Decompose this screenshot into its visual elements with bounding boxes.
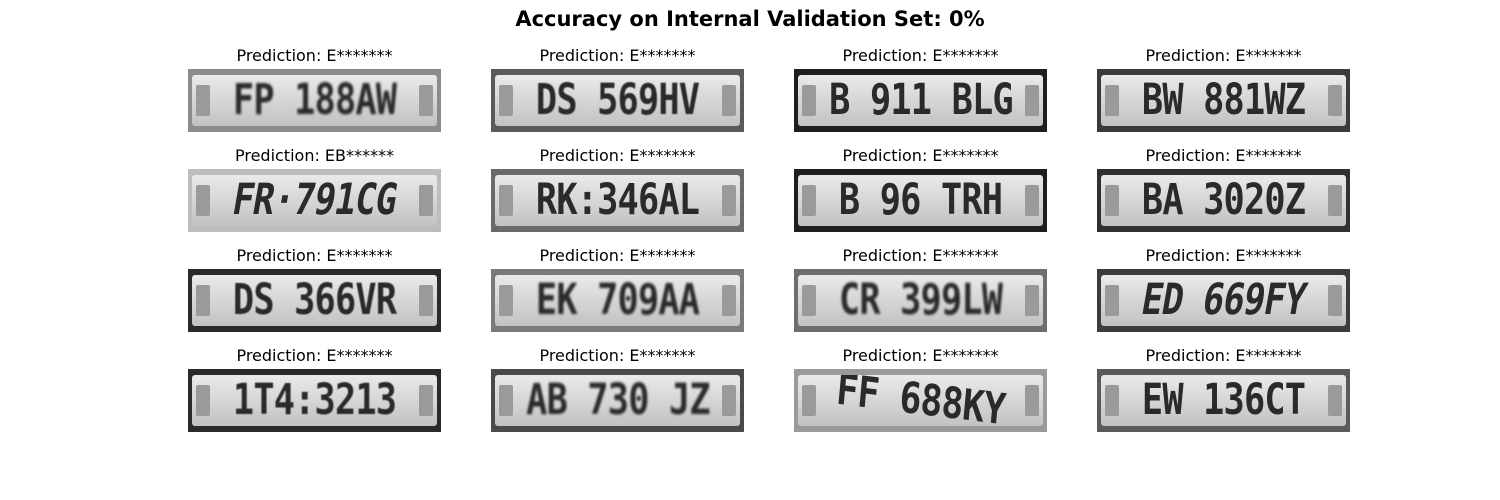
- plate-characters: FR·791CG: [228, 175, 401, 225]
- plate-band-right: [419, 185, 433, 216]
- plate-band-right: [1025, 385, 1039, 416]
- license-plate-image: EK 709AA: [491, 269, 744, 332]
- plate-face: B 911 BLG: [798, 75, 1043, 126]
- license-plate-image: BW 881WZ: [1097, 69, 1350, 132]
- plate-band-left: [802, 285, 816, 316]
- plate-face: DS 569HV: [495, 75, 740, 126]
- plate-characters: RK:346AL: [535, 175, 700, 225]
- plate-band-right: [419, 285, 433, 316]
- prediction-label: Prediction: E*******: [539, 46, 696, 65]
- plate-face: CR 399LW: [798, 275, 1043, 326]
- plate-characters: CR 399LW: [838, 275, 1003, 325]
- prediction-label: Prediction: E*******: [1145, 46, 1302, 65]
- license-plate-image: 1T4:3213: [188, 369, 441, 432]
- plate-face: ED 669FY: [1101, 275, 1346, 326]
- license-plate-image: B 911 BLG: [794, 69, 1047, 132]
- prediction-label: Prediction: E*******: [1145, 146, 1302, 165]
- license-plate-image: CR 399LW: [794, 269, 1047, 332]
- license-plate-image: FR·791CG: [188, 169, 441, 232]
- prediction-label: Prediction: E*******: [1145, 346, 1302, 365]
- plate-characters: FP 188AW: [232, 75, 397, 125]
- plate-characters: DS 569HV: [535, 75, 700, 125]
- plate-face: AB 730 JZ: [495, 375, 740, 426]
- plate-face: FR·791CG: [192, 175, 437, 226]
- plate-band-left: [499, 385, 513, 416]
- plate-band-left: [802, 385, 816, 416]
- plate-band-right: [1025, 85, 1039, 116]
- license-plate-image: BA 3020Z: [1097, 169, 1350, 232]
- prediction-label: Prediction: E*******: [1145, 246, 1302, 265]
- plate-band-right: [419, 385, 433, 416]
- plate-face: RK:346AL: [495, 175, 740, 226]
- plate-band-left: [499, 185, 513, 216]
- plate-face: BA 3020Z: [1101, 175, 1346, 226]
- plate-face: BW 881WZ: [1101, 75, 1346, 126]
- prediction-label: Prediction: E*******: [539, 346, 696, 365]
- prediction-label: Prediction: E*******: [236, 346, 393, 365]
- plate-characters: BA 3020Z: [1141, 175, 1306, 225]
- prediction-label: Prediction: E*******: [236, 246, 393, 265]
- plate-band-left: [1105, 185, 1119, 216]
- plate-band-left: [1105, 285, 1119, 316]
- plate-band-left: [499, 285, 513, 316]
- license-plate-image: EW 136CT: [1097, 369, 1350, 432]
- plate-band-right: [1328, 185, 1342, 216]
- plate-band-left: [196, 185, 210, 216]
- prediction-label: Prediction: EB******: [234, 146, 395, 165]
- license-plate-image: FF 688KY: [794, 369, 1047, 432]
- plate-band-left: [802, 85, 816, 116]
- prediction-label: Prediction: E*******: [539, 246, 696, 265]
- license-plate-image: B 96 TRH: [794, 169, 1047, 232]
- plate-band-right: [1025, 285, 1039, 316]
- plate-face: EW 136CT: [1101, 375, 1346, 426]
- plate-band-right: [722, 385, 736, 416]
- plate-face: FF 688KY: [798, 375, 1043, 426]
- plate-characters: EW 136CT: [1141, 375, 1306, 425]
- plate-characters: B 96 TRH: [838, 175, 1003, 225]
- plate-band-right: [722, 85, 736, 116]
- prediction-label: Prediction: E*******: [236, 46, 393, 65]
- plate-characters: B 911 BLG: [828, 75, 1013, 125]
- prediction-label: Prediction: E*******: [842, 46, 999, 65]
- plate-band-left: [1105, 385, 1119, 416]
- license-plate-image: RK:346AL: [491, 169, 744, 232]
- plate-band-left: [196, 285, 210, 316]
- plate-band-right: [1328, 85, 1342, 116]
- plate-face: EK 709AA: [495, 275, 740, 326]
- plate-characters: DS 366VR: [232, 275, 397, 325]
- plate-face: DS 366VR: [192, 275, 437, 326]
- plate-band-right: [1328, 385, 1342, 416]
- plate-band-left: [802, 185, 816, 216]
- license-plate-image: DS 366VR: [188, 269, 441, 332]
- plate-band-left: [196, 385, 210, 416]
- prediction-label: Prediction: E*******: [539, 146, 696, 165]
- plate-characters: ED 669FY: [1137, 275, 1310, 325]
- plate-band-right: [722, 185, 736, 216]
- plate-band-right: [722, 285, 736, 316]
- plate-band-right: [1025, 185, 1039, 216]
- plate-characters: AB 730 JZ: [525, 375, 710, 425]
- plate-face: FP 188AW: [192, 75, 437, 126]
- plate-band-right: [419, 85, 433, 116]
- plate-band-left: [1105, 85, 1119, 116]
- plate-characters: FF 688KY: [834, 375, 1007, 426]
- figure-title: Accuracy on Internal Validation Set: 0%: [515, 7, 985, 31]
- license-plate-image: DS 569HV: [491, 69, 744, 132]
- license-plate-image: FP 188AW: [188, 69, 441, 132]
- plate-face: 1T4:3213: [192, 375, 437, 426]
- plate-band-right: [1328, 285, 1342, 316]
- license-plate-image: AB 730 JZ: [491, 369, 744, 432]
- license-plate-image: ED 669FY: [1097, 269, 1350, 332]
- plate-characters: 1T4:3213: [232, 375, 397, 425]
- prediction-label: Prediction: E*******: [842, 146, 999, 165]
- plate-band-left: [196, 85, 210, 116]
- plate-characters: EK 709AA: [535, 275, 700, 325]
- plate-face: B 96 TRH: [798, 175, 1043, 226]
- plate-characters: BW 881WZ: [1141, 75, 1306, 125]
- prediction-label: Prediction: E*******: [842, 246, 999, 265]
- plate-band-left: [499, 85, 513, 116]
- prediction-label: Prediction: E*******: [842, 346, 999, 365]
